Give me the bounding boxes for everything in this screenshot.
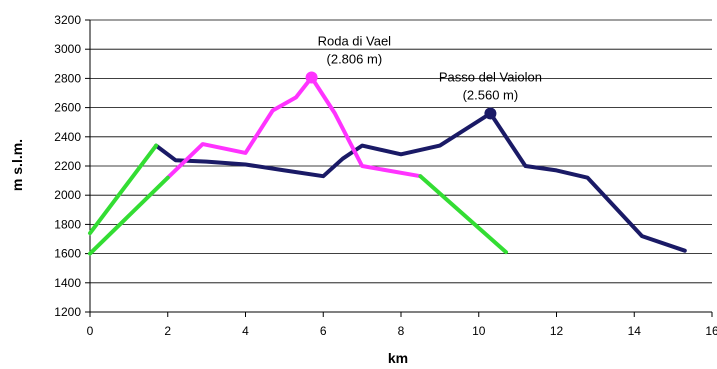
series-line-1 bbox=[165, 75, 423, 180]
y-axis-title: m s.l.m. bbox=[9, 139, 25, 191]
series-line-0 bbox=[154, 111, 687, 253]
y-tick-label: 2600 bbox=[54, 101, 81, 115]
x-tick-label: 10 bbox=[472, 324, 486, 338]
annotation-1-line-0: Passo del Vaiolon bbox=[439, 69, 542, 84]
x-tick-label: 14 bbox=[628, 324, 642, 338]
x-tick-label: 0 bbox=[87, 324, 94, 338]
annotation-0-line-0: Roda di Vael bbox=[318, 34, 392, 49]
y-tick-label: 1400 bbox=[54, 276, 81, 290]
y-tick-label: 3200 bbox=[54, 13, 81, 27]
y-tick-label: 1800 bbox=[54, 217, 81, 231]
marker-layer bbox=[305, 71, 497, 120]
series-line-3 bbox=[88, 175, 170, 256]
x-tick-label: 8 bbox=[398, 324, 405, 338]
x-tick-label: 2 bbox=[164, 324, 171, 338]
annotation-1-line-1: (2.560 m) bbox=[463, 87, 519, 102]
y-tick-label: 2400 bbox=[54, 130, 81, 144]
y-tick-label: 1200 bbox=[54, 305, 81, 319]
y-tick-label: 2800 bbox=[54, 71, 81, 85]
peak-marker-0 bbox=[305, 71, 318, 84]
peak-marker-1 bbox=[484, 107, 497, 120]
series-line-4 bbox=[418, 174, 508, 255]
series-layer bbox=[88, 75, 687, 256]
x-tick-label: 6 bbox=[320, 324, 327, 338]
x-tick-label: 16 bbox=[705, 324, 717, 338]
annotation-0-line-1: (2.806 m) bbox=[327, 52, 383, 67]
x-tick-label: 12 bbox=[550, 324, 564, 338]
annotation-layer: Roda di Vael (2.806 m) Passo del Vaiolon (2… bbox=[318, 34, 542, 103]
y-tick-label: 1600 bbox=[54, 247, 81, 261]
x-tick-label: 4 bbox=[242, 324, 249, 338]
y-ticks: 1200 1400 1600 1800 2000 2200 2400 2600 2800 3000… bbox=[54, 13, 90, 319]
y-tick-label: 3000 bbox=[54, 42, 81, 56]
x-ticks: 0 2 4 6 8 10 12 14 16 bbox=[87, 312, 717, 338]
grid-lines bbox=[90, 19, 712, 284]
x-axis-title: km bbox=[388, 350, 408, 366]
y-tick-label: 2200 bbox=[54, 159, 81, 173]
series-line-2 bbox=[88, 143, 159, 236]
y-tick-label: 2000 bbox=[54, 188, 81, 202]
